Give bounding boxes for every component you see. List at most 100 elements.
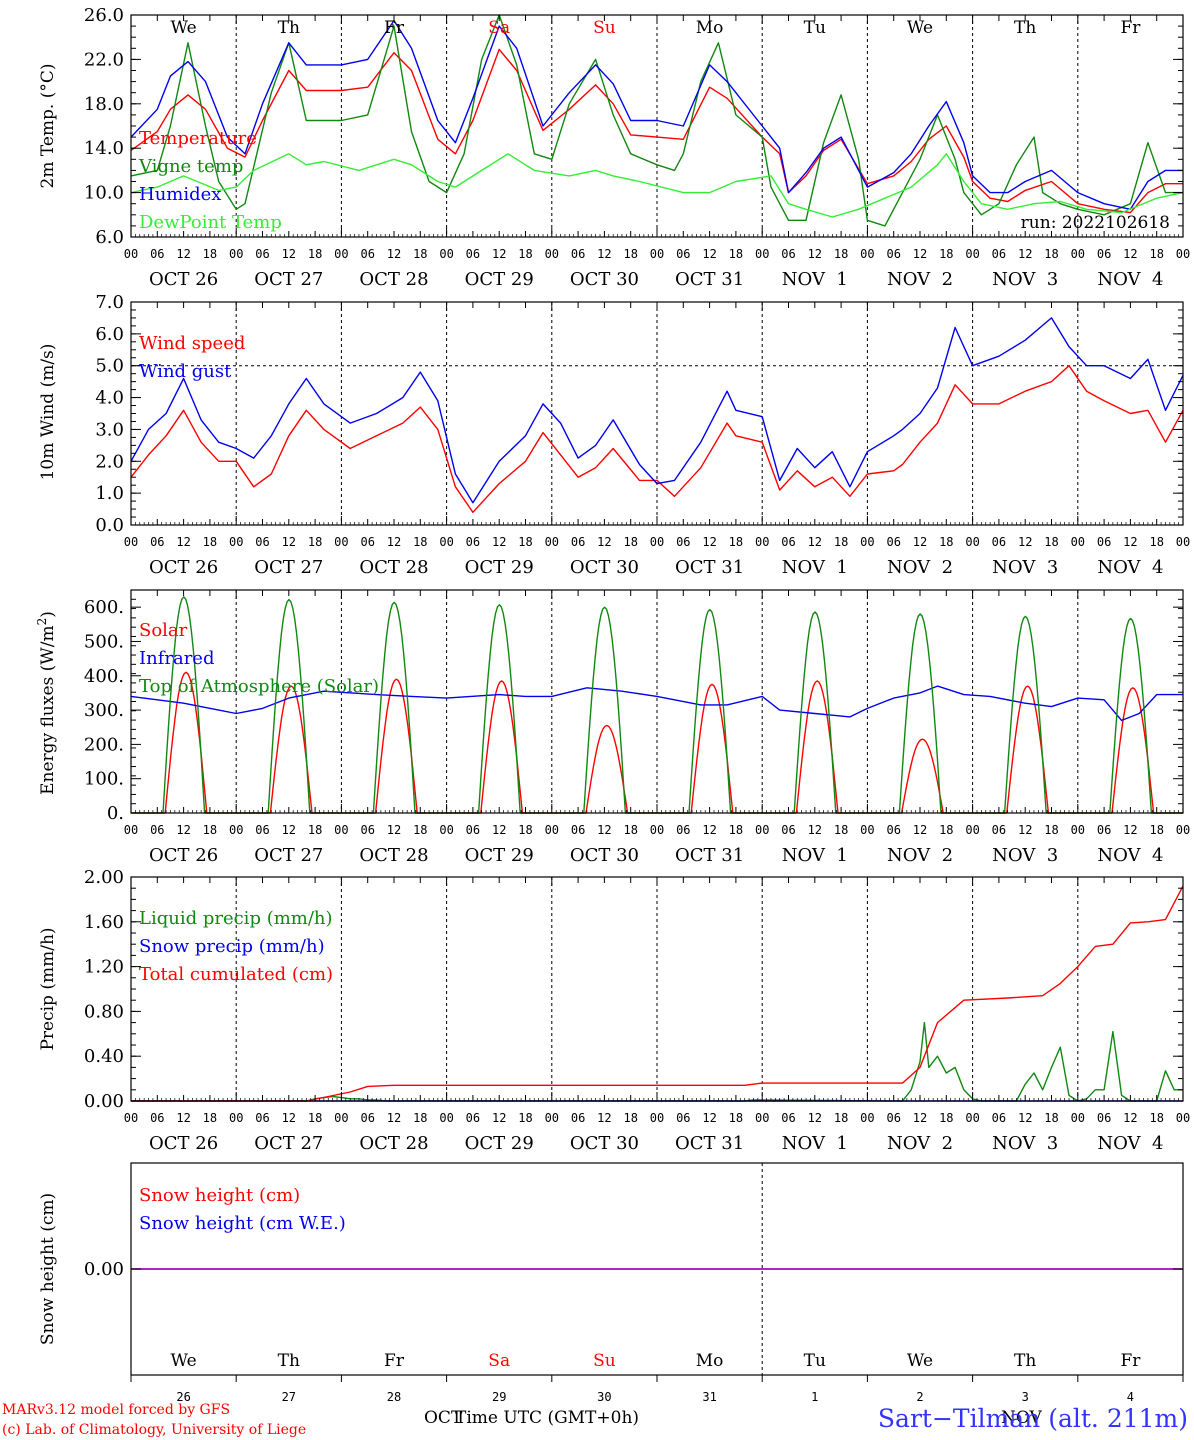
x-date-label: OCT 30: [570, 557, 639, 578]
x-hour-label: 00: [229, 823, 243, 837]
x-day-number: 28: [387, 1390, 401, 1404]
x-date-label: NOV 3: [992, 269, 1058, 290]
run-label: run: 2022102618: [1021, 213, 1170, 233]
x-hour-label: 18: [1044, 1111, 1058, 1125]
y-tick-label: 300.: [84, 700, 124, 721]
x-hour-label: 18: [1044, 823, 1058, 837]
x-date-label: NOV 3: [992, 1133, 1058, 1154]
series-line-dewpoint-temp: [130, 153, 1184, 218]
x-hour-label: 06: [571, 823, 585, 837]
x-hour-label: 12: [492, 535, 506, 549]
x-hour-label: 00: [545, 247, 559, 261]
y-tick-label: 22.0: [84, 49, 124, 70]
x-hour-label: 06: [150, 823, 164, 837]
y-tick-label: 2.00: [84, 867, 124, 888]
y-tick-label: 6.0: [95, 227, 124, 248]
x-day-number: 1: [811, 1390, 818, 1404]
y-tick-label: 2.0: [95, 451, 124, 472]
x-hour-label: 06: [571, 247, 585, 261]
series-line-wind-speed: [130, 365, 1184, 513]
x-date-label: NOV 2: [887, 845, 953, 866]
y-tick-label: 7.0: [95, 292, 124, 313]
x-hour-label: 06: [1097, 535, 1111, 549]
weekday-label: Su: [593, 1351, 616, 1371]
x-hour-label: 06: [992, 247, 1006, 261]
x-hour-label: 12: [282, 247, 296, 261]
x-date-label: OCT 26: [149, 1133, 218, 1154]
weekday-label: Th: [278, 1351, 300, 1371]
x-hour-label: 06: [150, 247, 164, 261]
x-hour-label: 00: [334, 247, 348, 261]
legend-humidex: Humidex: [139, 184, 221, 205]
x-hour-label: 18: [939, 1111, 953, 1125]
x-hour-label: 18: [203, 823, 217, 837]
x-hour-label: 18: [1044, 247, 1058, 261]
x-hour-label: 12: [808, 823, 822, 837]
x-hour-label: 00: [439, 535, 453, 549]
x-date-label: OCT 29: [465, 1133, 534, 1154]
x-day-number: 3: [1022, 1390, 1029, 1404]
x-hour-label: 00: [965, 1111, 979, 1125]
plot-frame: [130, 589, 1184, 814]
x-hour-label: 18: [413, 1111, 427, 1125]
x-date-label: OCT 29: [465, 557, 534, 578]
x-hour-label: 00: [439, 1111, 453, 1125]
x-date-label: OCT 28: [359, 557, 428, 578]
x-date-label: OCT 29: [465, 845, 534, 866]
x-hour-label: 00: [334, 535, 348, 549]
x-hour-label: 06: [150, 535, 164, 549]
legend-snow-height-we: Snow height (cm W.E.): [139, 1213, 346, 1234]
x-hour-label: 12: [176, 1111, 190, 1125]
x-hour-label: 18: [623, 1111, 637, 1125]
x-hour-label: 18: [1149, 535, 1163, 549]
x-hour-label: 06: [150, 1111, 164, 1125]
wind-gridlines: [131, 302, 1183, 525]
weekday-label: Sa: [488, 18, 510, 38]
x-date-label: OCT 31: [675, 845, 744, 866]
station-name: Sart−Tilman (alt. 211m): [878, 1404, 1188, 1433]
x-date-label: NOV 3: [992, 557, 1058, 578]
weekday-label: Fr: [1120, 18, 1141, 38]
x-hour-label: 06: [676, 823, 690, 837]
series-line-temperature: [130, 48, 1183, 214]
x-hour-label: 06: [255, 535, 269, 549]
x-hour-label: 06: [255, 823, 269, 837]
x-hour-label: 18: [939, 247, 953, 261]
x-hour-label: 12: [1018, 535, 1032, 549]
x-day-number: 2: [916, 1390, 923, 1404]
x-hour-label: 06: [781, 247, 795, 261]
wind-axes: 0.0 1.0 2.0 3.0 4.0 5.0 6.0 7.0 00 06 12 18 00 06 12 18…: [95, 292, 1190, 578]
x-hour-label: 06: [676, 1111, 690, 1125]
x-hour-label: 18: [203, 1111, 217, 1125]
y-tick-label: 400.: [84, 666, 124, 687]
weekday-labels-top: We Th Fr Sa Su Mo Tu We Th Fr: [171, 18, 1142, 38]
weekday-label: Tu: [804, 18, 826, 38]
x-hour-label: 06: [571, 1111, 585, 1125]
series-line-total-cumulated-cm: [131, 885, 1184, 1102]
x-hour-label: 18: [729, 823, 743, 837]
y-tick-label: 5.0: [95, 356, 124, 377]
x-hour-label: 00: [860, 247, 874, 261]
x-hour-label: 18: [1149, 247, 1163, 261]
x-hour-label: 00: [124, 823, 138, 837]
x-hour-label: 00: [755, 823, 769, 837]
x-date-label: NOV 4: [1097, 269, 1163, 290]
weekday-label: Fr: [384, 1351, 405, 1371]
x-hour-label: 12: [1123, 823, 1137, 837]
series-line-wind-gust: [130, 317, 1184, 504]
x-hour-label: 12: [282, 823, 296, 837]
legend-snow-precip: Snow precip (mm/h): [139, 936, 325, 957]
x-date-label: OCT 26: [149, 269, 218, 290]
x-hour-label: 06: [992, 1111, 1006, 1125]
snow-panel: 0.00 26 27 28 29 30 31 1 2 3 4 We Th Fr Sa Su Mo Tu We Th F…: [38, 1162, 1184, 1404]
legend-solar: Solar: [139, 620, 188, 641]
y-tick-label: 26.0: [84, 5, 124, 26]
x-hour-label: 06: [255, 1111, 269, 1125]
x-hour-label: 12: [176, 535, 190, 549]
weekday-label: Fr: [384, 18, 405, 38]
x-hour-label: 18: [623, 535, 637, 549]
x-hour-label: 18: [518, 535, 532, 549]
x-date-label: NOV 2: [887, 269, 953, 290]
x-hour-label: 12: [913, 535, 927, 549]
